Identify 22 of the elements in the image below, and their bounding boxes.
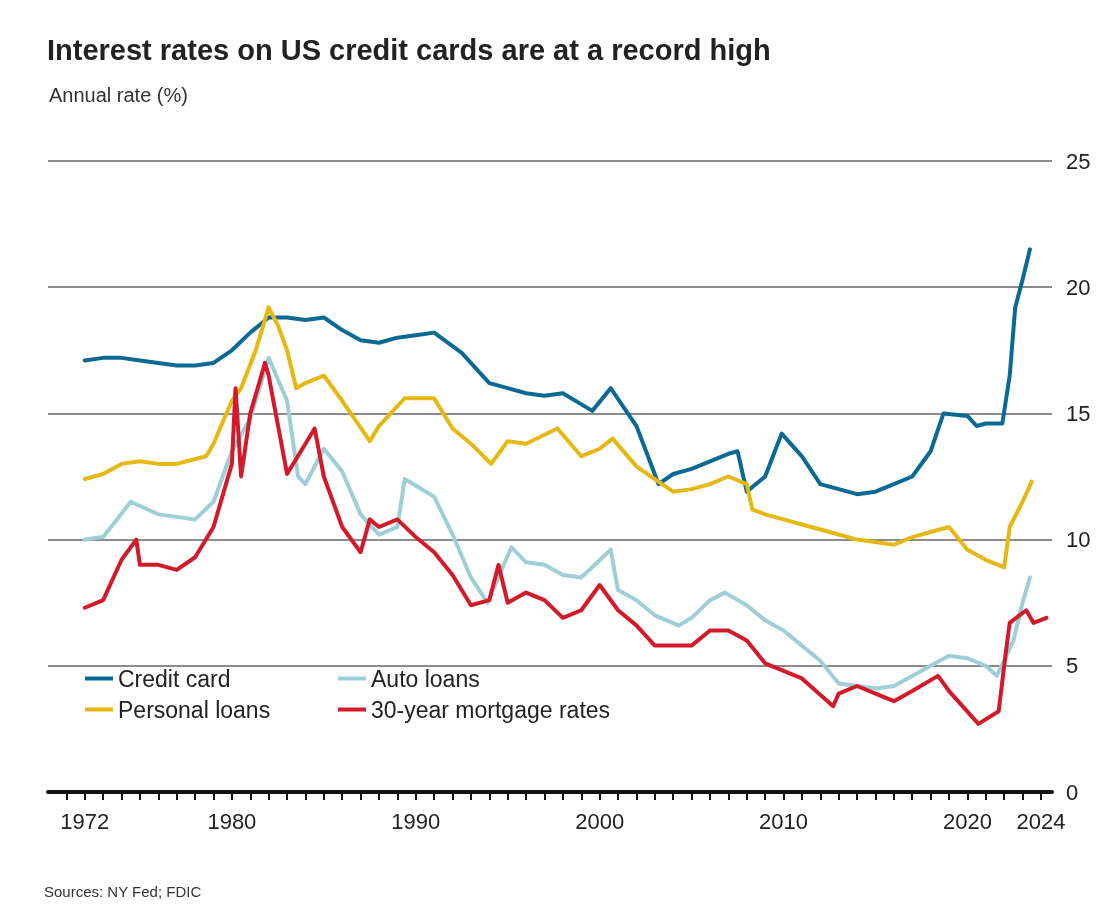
chart-title: Interest rates on US credit cards are at a record high [47, 33, 771, 66]
x-tick-label: 2020 [942, 808, 992, 834]
y-tick-label: 0 [1066, 779, 1079, 805]
x-tick-label: 1990 [391, 808, 441, 834]
y-tick-label: 25 [1066, 148, 1091, 174]
y-tick-label: 15 [1066, 400, 1091, 426]
y-tick-label: 10 [1066, 527, 1091, 553]
legend-label: Credit card [118, 665, 231, 692]
legend-label: 30-year mortgage rates [371, 696, 611, 723]
line-series [82, 247, 1032, 497]
chart-subtitle: Annual rate (%) [49, 84, 188, 106]
x-tick-label: 2024 [1016, 808, 1066, 834]
legend-label: Personal loans [118, 696, 271, 723]
x-tick-label: 1980 [207, 808, 257, 834]
legend-label: Auto loans [371, 665, 480, 692]
source-note: Sources: NY Fed; FDIC [44, 883, 202, 900]
x-tick-label: 1972 [60, 808, 110, 834]
x-tick-label: 2010 [759, 808, 809, 834]
y-tick-label: 20 [1066, 274, 1091, 300]
x-tick-label: 2000 [575, 808, 625, 834]
line-series [82, 305, 1034, 570]
y-tick-label: 5 [1066, 653, 1079, 679]
